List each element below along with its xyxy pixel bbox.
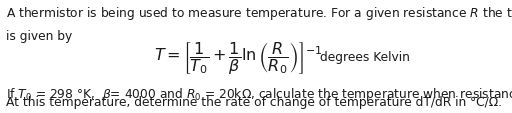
Text: is given by: is given by [6,29,72,42]
Text: A thermistor is being used to measure temperature. For a given resistance $R$ th: A thermistor is being used to measure te… [6,5,512,22]
Text: At this temperature, determine the rate of change of temperature dT/dR in °C/Ω.: At this temperature, determine the rate … [6,96,502,108]
Text: degrees Kelvin: degrees Kelvin [320,51,410,64]
Text: $T = \left[\dfrac{1}{T_0} + \dfrac{1}{\beta}\ln\left(\dfrac{R}{R_0}\right)\right: $T = \left[\dfrac{1}{T_0} + \dfrac{1}{\b… [154,39,322,75]
Text: If $T_0$ = 298 °K,  $\beta$= 4000 and $R_0$ = 20kΩ, calculate the temperature wh: If $T_0$ = 298 °K, $\beta$= 4000 and $R_… [6,85,512,102]
